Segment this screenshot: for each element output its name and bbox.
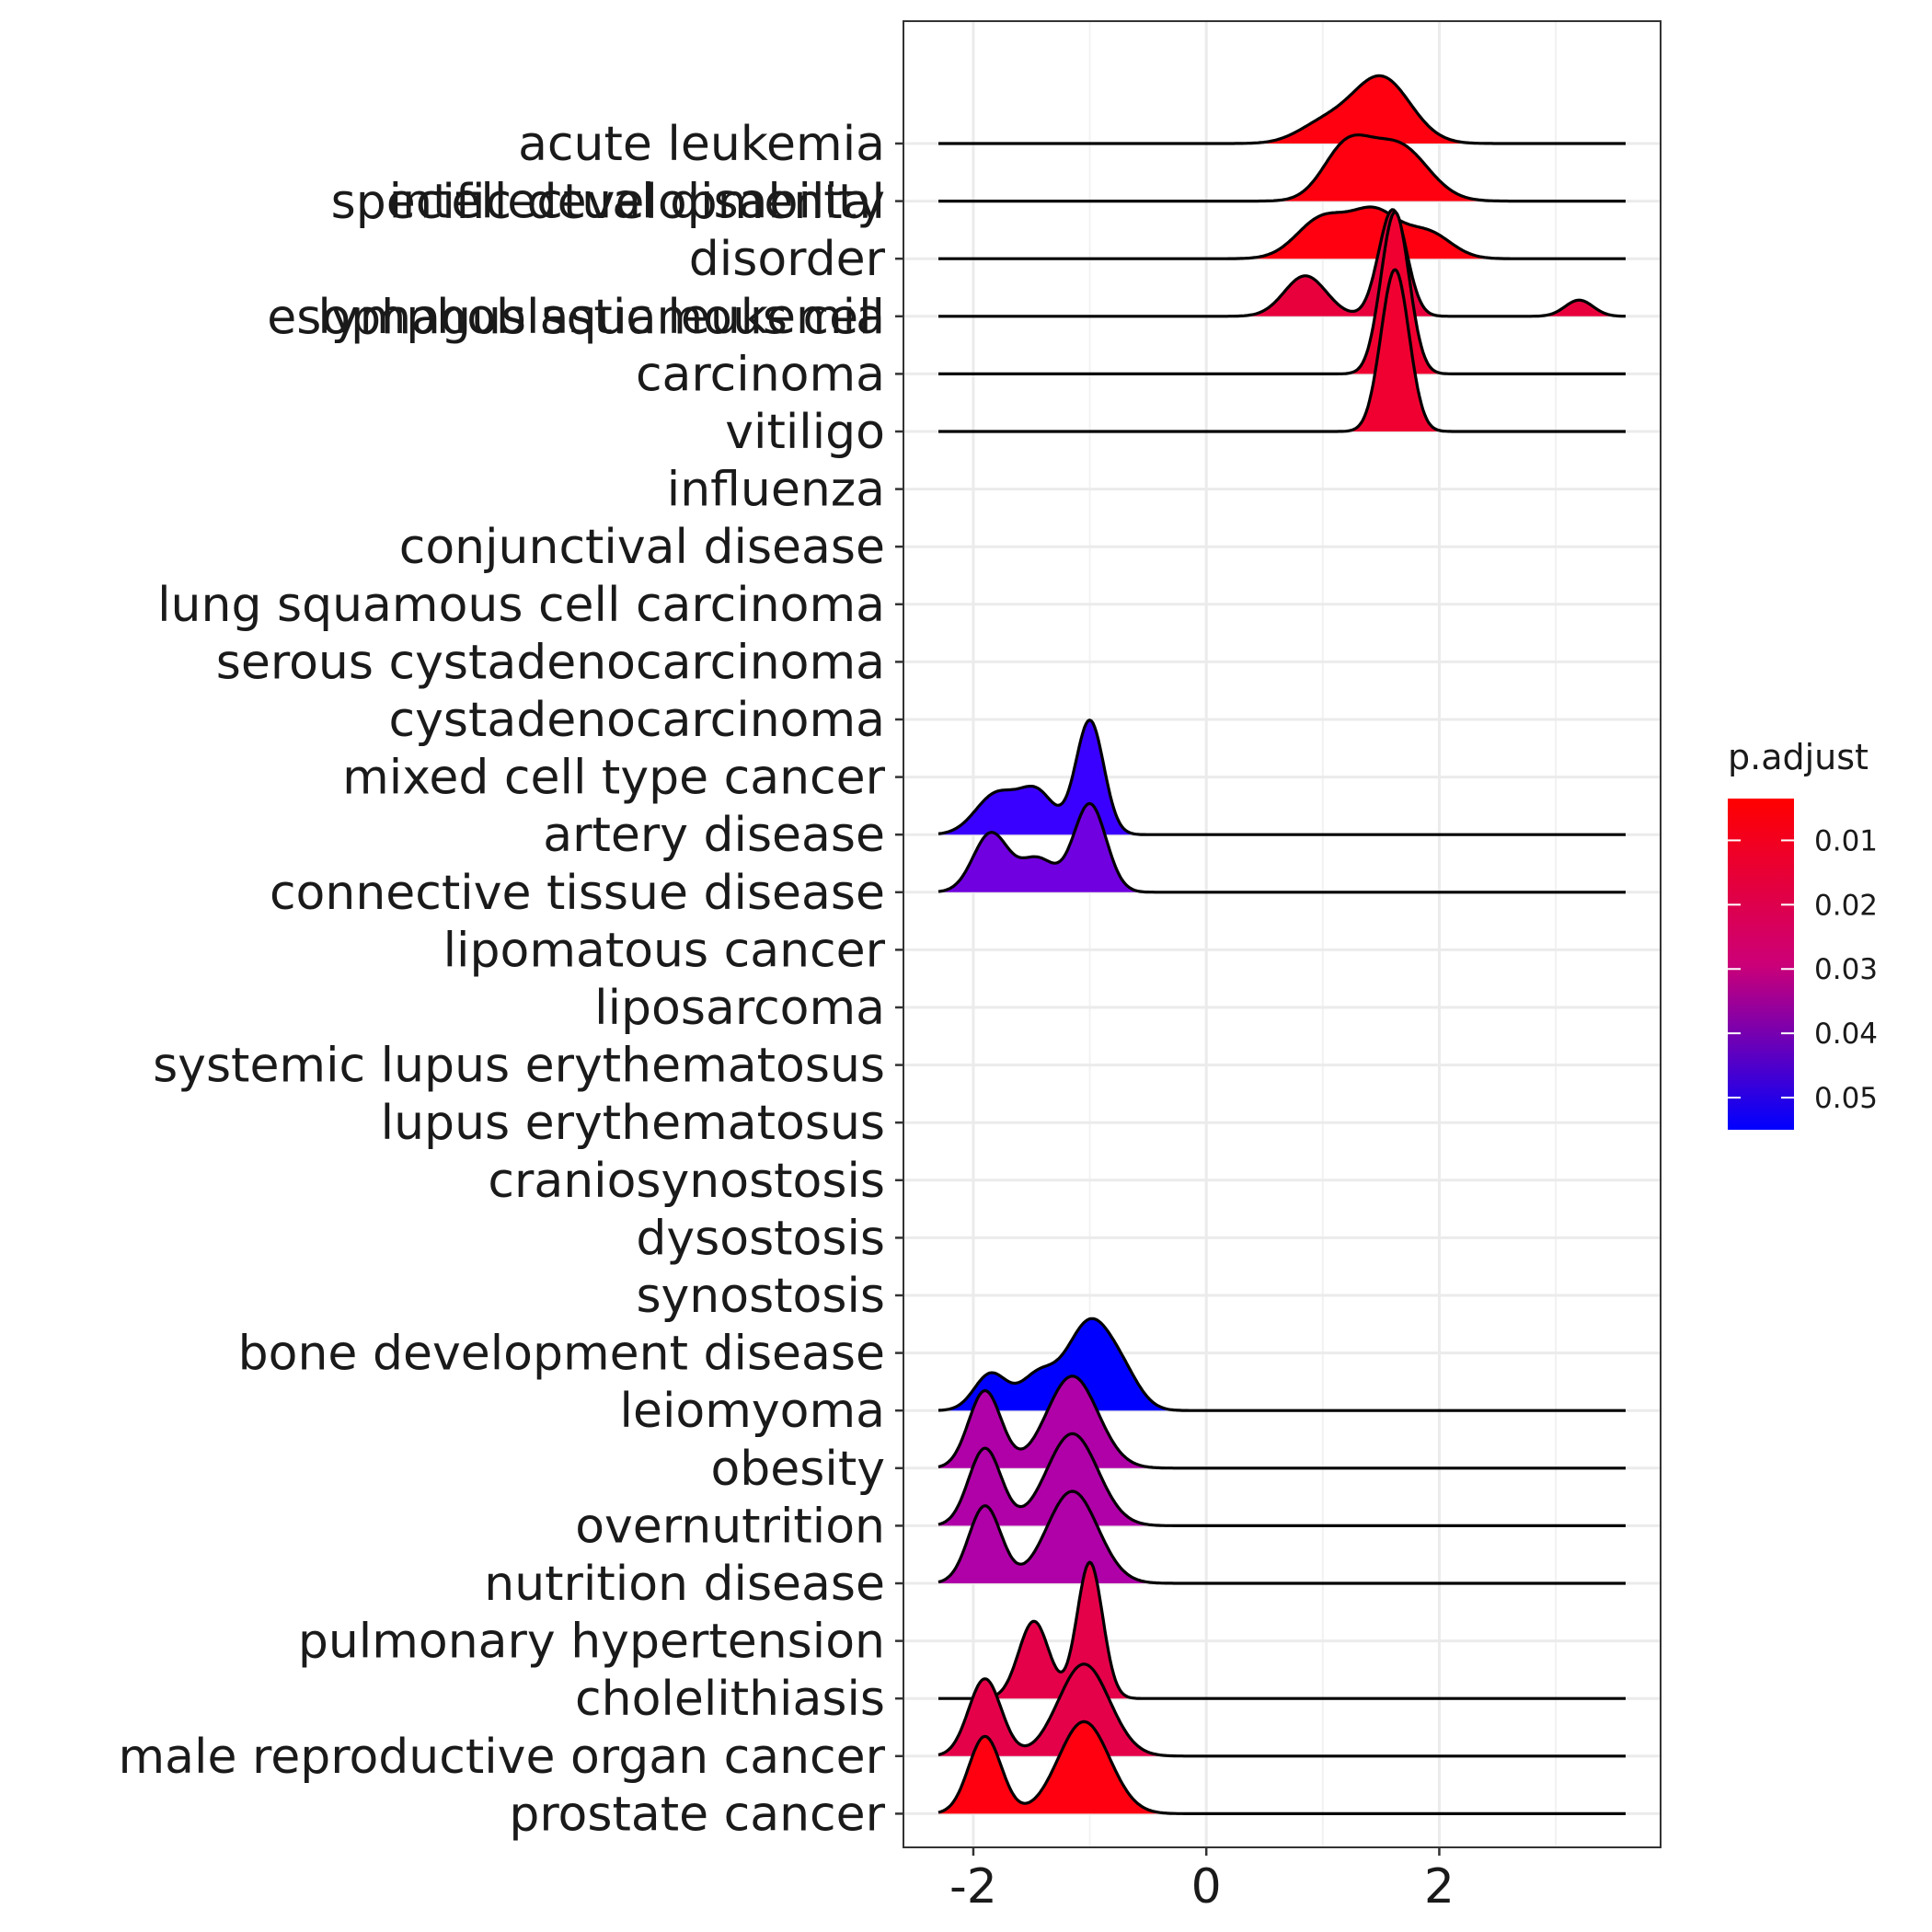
legend-title: p.adjust <box>1728 737 1869 777</box>
ridge-outline <box>938 268 1626 433</box>
y-tick-label: leiomyoma <box>620 1384 885 1439</box>
y-tick-label: nutrition disease <box>484 1557 885 1612</box>
ridge-outline <box>937 801 1626 894</box>
y-tick-label: obesity <box>710 1442 885 1497</box>
y-tick-label: synostosis <box>636 1269 885 1324</box>
ridge <box>938 1560 1626 1700</box>
ridge-outline <box>938 205 1626 260</box>
ridge-fill <box>938 1433 1626 1526</box>
ridge-fill <box>938 1663 1626 1756</box>
y-tick-label: disorder <box>689 232 886 287</box>
y-tick-label: overnutrition <box>575 1499 885 1554</box>
y-tick-label: lipomatous cancer <box>443 923 886 978</box>
y-tick-label: dysostosis <box>636 1211 885 1266</box>
ridge <box>937 1374 1626 1470</box>
ridge <box>937 1662 1626 1758</box>
ridge-fill <box>938 803 1626 892</box>
x-tick-label: 2 <box>1424 1859 1455 1915</box>
ridge <box>937 1719 1626 1815</box>
ridge <box>937 1432 1626 1527</box>
y-tick-label: connective tissue disease <box>270 866 885 921</box>
y-tick-label: bone development disease <box>238 1327 885 1382</box>
legend-colorbar <box>1728 799 1794 1130</box>
ridge-fill <box>938 1318 1626 1411</box>
y-tick-label: lymphoblastic leukemia <box>317 290 885 345</box>
y-tick-label: serous cystadenocarcinoma <box>216 635 885 690</box>
ridge-outline <box>938 208 1626 318</box>
ridge-fill <box>938 719 1626 835</box>
color-legend: p.adjust 0.01 0.02 0.03 0.04 0.05 <box>1728 737 1878 1130</box>
legend-ticks: 0.01 0.02 0.03 0.04 0.05 <box>1728 824 1878 1115</box>
ridge <box>938 210 1626 375</box>
y-tick-label: conjunctival disease <box>399 520 885 575</box>
y-tick-label: liposarcoma <box>594 981 885 1036</box>
y-tick-label: lung squamous cell carcinoma <box>157 578 885 633</box>
ridge <box>937 719 1626 836</box>
ridge-outline <box>937 719 1626 836</box>
legend-tick-label: 0.05 <box>1814 1082 1878 1115</box>
y-tick-label: prostate cancer <box>509 1787 885 1842</box>
ridge-outline <box>937 1317 1626 1412</box>
y-tick-label: craniosynostosis <box>488 1154 885 1209</box>
y-tick-label: male reproductive organ cancer <box>119 1730 886 1785</box>
ridge-series <box>937 74 1626 1815</box>
ridge <box>938 133 1626 203</box>
y-tick-label: mixed cell type cancer <box>342 751 885 806</box>
y-tick-label: cystadenocarcinoma <box>389 693 886 748</box>
ridge <box>938 208 1626 318</box>
y-tick-label: esophagus squamous cell <box>267 290 885 345</box>
x-axis: -2 0 2 <box>949 1847 1455 1915</box>
ridge <box>938 74 1626 145</box>
ridge-outline <box>938 74 1626 145</box>
y-tick-label: intellectual disability <box>389 175 885 230</box>
y-tick-label: lupus erythematosus <box>381 1096 885 1151</box>
ridge-fill <box>938 1491 1626 1583</box>
y-tick-label: systemic lupus erythematosus <box>153 1039 885 1094</box>
y-tick-label: vitiligo <box>725 405 885 460</box>
y-tick-label: carcinoma <box>636 347 885 402</box>
ridge-fill <box>938 1721 1626 1814</box>
ridge <box>938 205 1626 260</box>
ridge <box>937 1489 1626 1585</box>
x-tick-label: -2 <box>949 1859 997 1915</box>
ridge-fill <box>938 1375 1626 1468</box>
y-tick-label: specific developmental <box>331 175 885 230</box>
plot-panel-border <box>903 20 1662 1848</box>
legend-tick-label: 0.03 <box>1814 953 1878 986</box>
y-tick-label: pulmonary hypertension <box>298 1615 885 1670</box>
ridge-outline <box>937 1374 1626 1470</box>
legend-tick-label: 0.02 <box>1814 889 1878 922</box>
legend-tick-label: 0.04 <box>1814 1018 1878 1051</box>
ridge <box>937 1317 1626 1412</box>
plot-panel <box>903 21 1661 1847</box>
y-tick-label: artery disease <box>543 808 885 863</box>
ridge-outline <box>937 1432 1626 1527</box>
ridge-outline <box>938 133 1626 203</box>
ridge-outline <box>938 1560 1626 1700</box>
legend-tick-label: 0.01 <box>1814 824 1878 857</box>
ridge-outline <box>938 210 1626 375</box>
ridge-outline <box>937 1719 1626 1815</box>
ridge <box>937 801 1626 894</box>
ridge-outline <box>937 1662 1626 1758</box>
y-tick-label: influenza <box>667 463 885 518</box>
ridge <box>938 268 1626 433</box>
y-tick-label: acute leukemia <box>518 117 885 172</box>
ridge-outline <box>937 1489 1626 1585</box>
x-tick-label: 0 <box>1191 1859 1222 1915</box>
y-tick-label: cholelithiasis <box>575 1672 885 1727</box>
